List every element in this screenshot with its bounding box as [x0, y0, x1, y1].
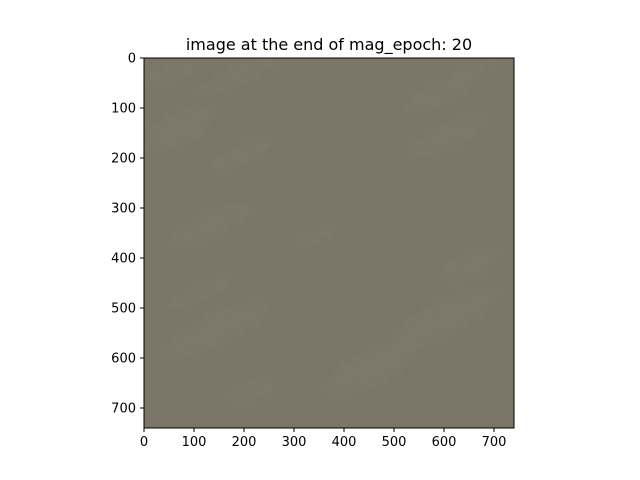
- texture-regions: [146, 58, 506, 404]
- plot-area: [144, 58, 514, 428]
- streak-bottom-left: [230, 377, 273, 404]
- y-tick-label: 100: [111, 102, 136, 117]
- streak-center-small: [295, 227, 333, 249]
- x-tick-label: 700: [482, 435, 507, 450]
- x-axis: 0 100 200 300 400 500 600 700: [140, 428, 507, 450]
- y-tick-label: 300: [111, 202, 136, 217]
- x-tick-label: 300: [282, 435, 307, 450]
- y-tick-label: 600: [111, 352, 136, 367]
- streak-middle-band: [211, 138, 272, 173]
- x-tick-label: 600: [432, 435, 457, 450]
- streak-top-left: [146, 58, 197, 88]
- y-tick-label: 400: [111, 252, 136, 267]
- x-tick-label: 400: [332, 435, 357, 450]
- streak-lower-right-2: [323, 340, 420, 396]
- x-tick-label: 500: [382, 435, 407, 450]
- chart-title: image at the end of mag_epoch: 20: [186, 35, 472, 55]
- streak-top-band: [197, 58, 276, 96]
- streak-upper-right-2: [407, 112, 491, 159]
- x-tick-label: 100: [182, 435, 207, 450]
- y-tick-label: 500: [111, 302, 136, 317]
- y-tick-label: 200: [111, 152, 136, 167]
- streak-left-mid: [146, 105, 217, 151]
- streak-upper-right-1: [402, 72, 481, 114]
- streak-left-cluster: [167, 202, 251, 249]
- x-tick-label: 200: [232, 435, 257, 450]
- y-axis: 0 100 200 300 400 500 600 700: [111, 52, 144, 417]
- streak-lower-left-1: [167, 276, 231, 310]
- y-tick-label: 700: [111, 402, 136, 417]
- x-tick-label: 0: [140, 435, 148, 450]
- streak-lower-right-1: [389, 287, 499, 349]
- streak-right-mid: [441, 247, 502, 284]
- y-tick-label: 0: [128, 52, 136, 67]
- plot-frame: [143, 57, 515, 429]
- streak-lower-left-2: [159, 301, 269, 360]
